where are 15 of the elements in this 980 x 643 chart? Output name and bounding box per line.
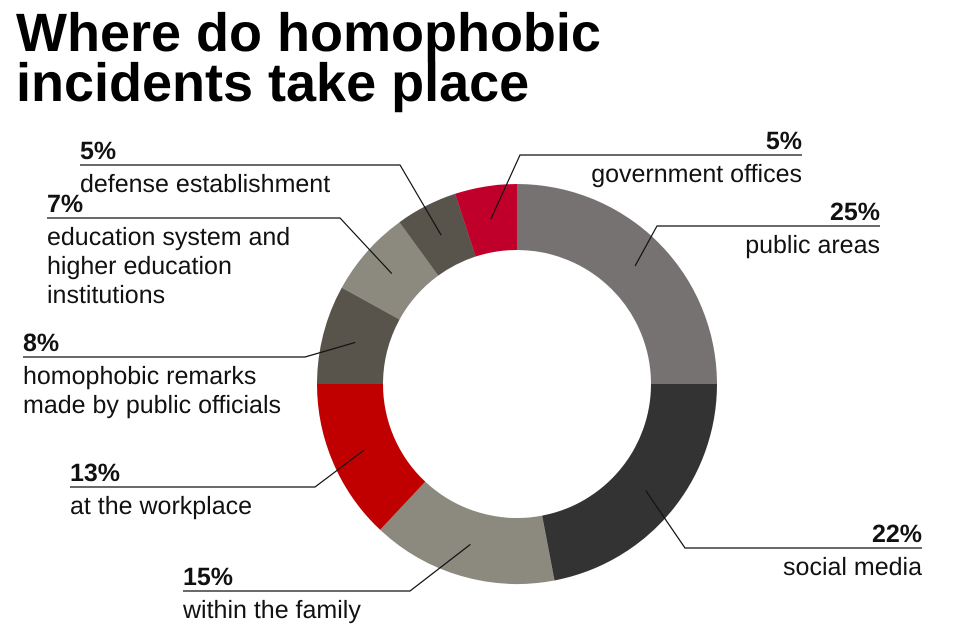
data-label: 5%: [80, 137, 116, 165]
slice-label: public areas: [745, 231, 880, 259]
data-label: 15%: [183, 563, 234, 591]
chart-title: Where do homophobic incidents take place: [15, 3, 602, 113]
data-label: 8%: [23, 329, 60, 357]
data-label: 22%: [872, 520, 922, 548]
slice-label: homophobic remarks made by public officials: [23, 362, 282, 419]
data-label: 25%: [830, 198, 880, 226]
slice-label: within the family: [182, 596, 362, 624]
slice-label: government offices: [591, 160, 802, 188]
slice-label: at the workplace: [70, 492, 252, 520]
data-label: 5%: [766, 127, 802, 155]
slice-label: social media: [783, 553, 922, 581]
slice-label: education system and higher education institutions: [47, 223, 290, 309]
data-label: 13%: [70, 459, 120, 487]
